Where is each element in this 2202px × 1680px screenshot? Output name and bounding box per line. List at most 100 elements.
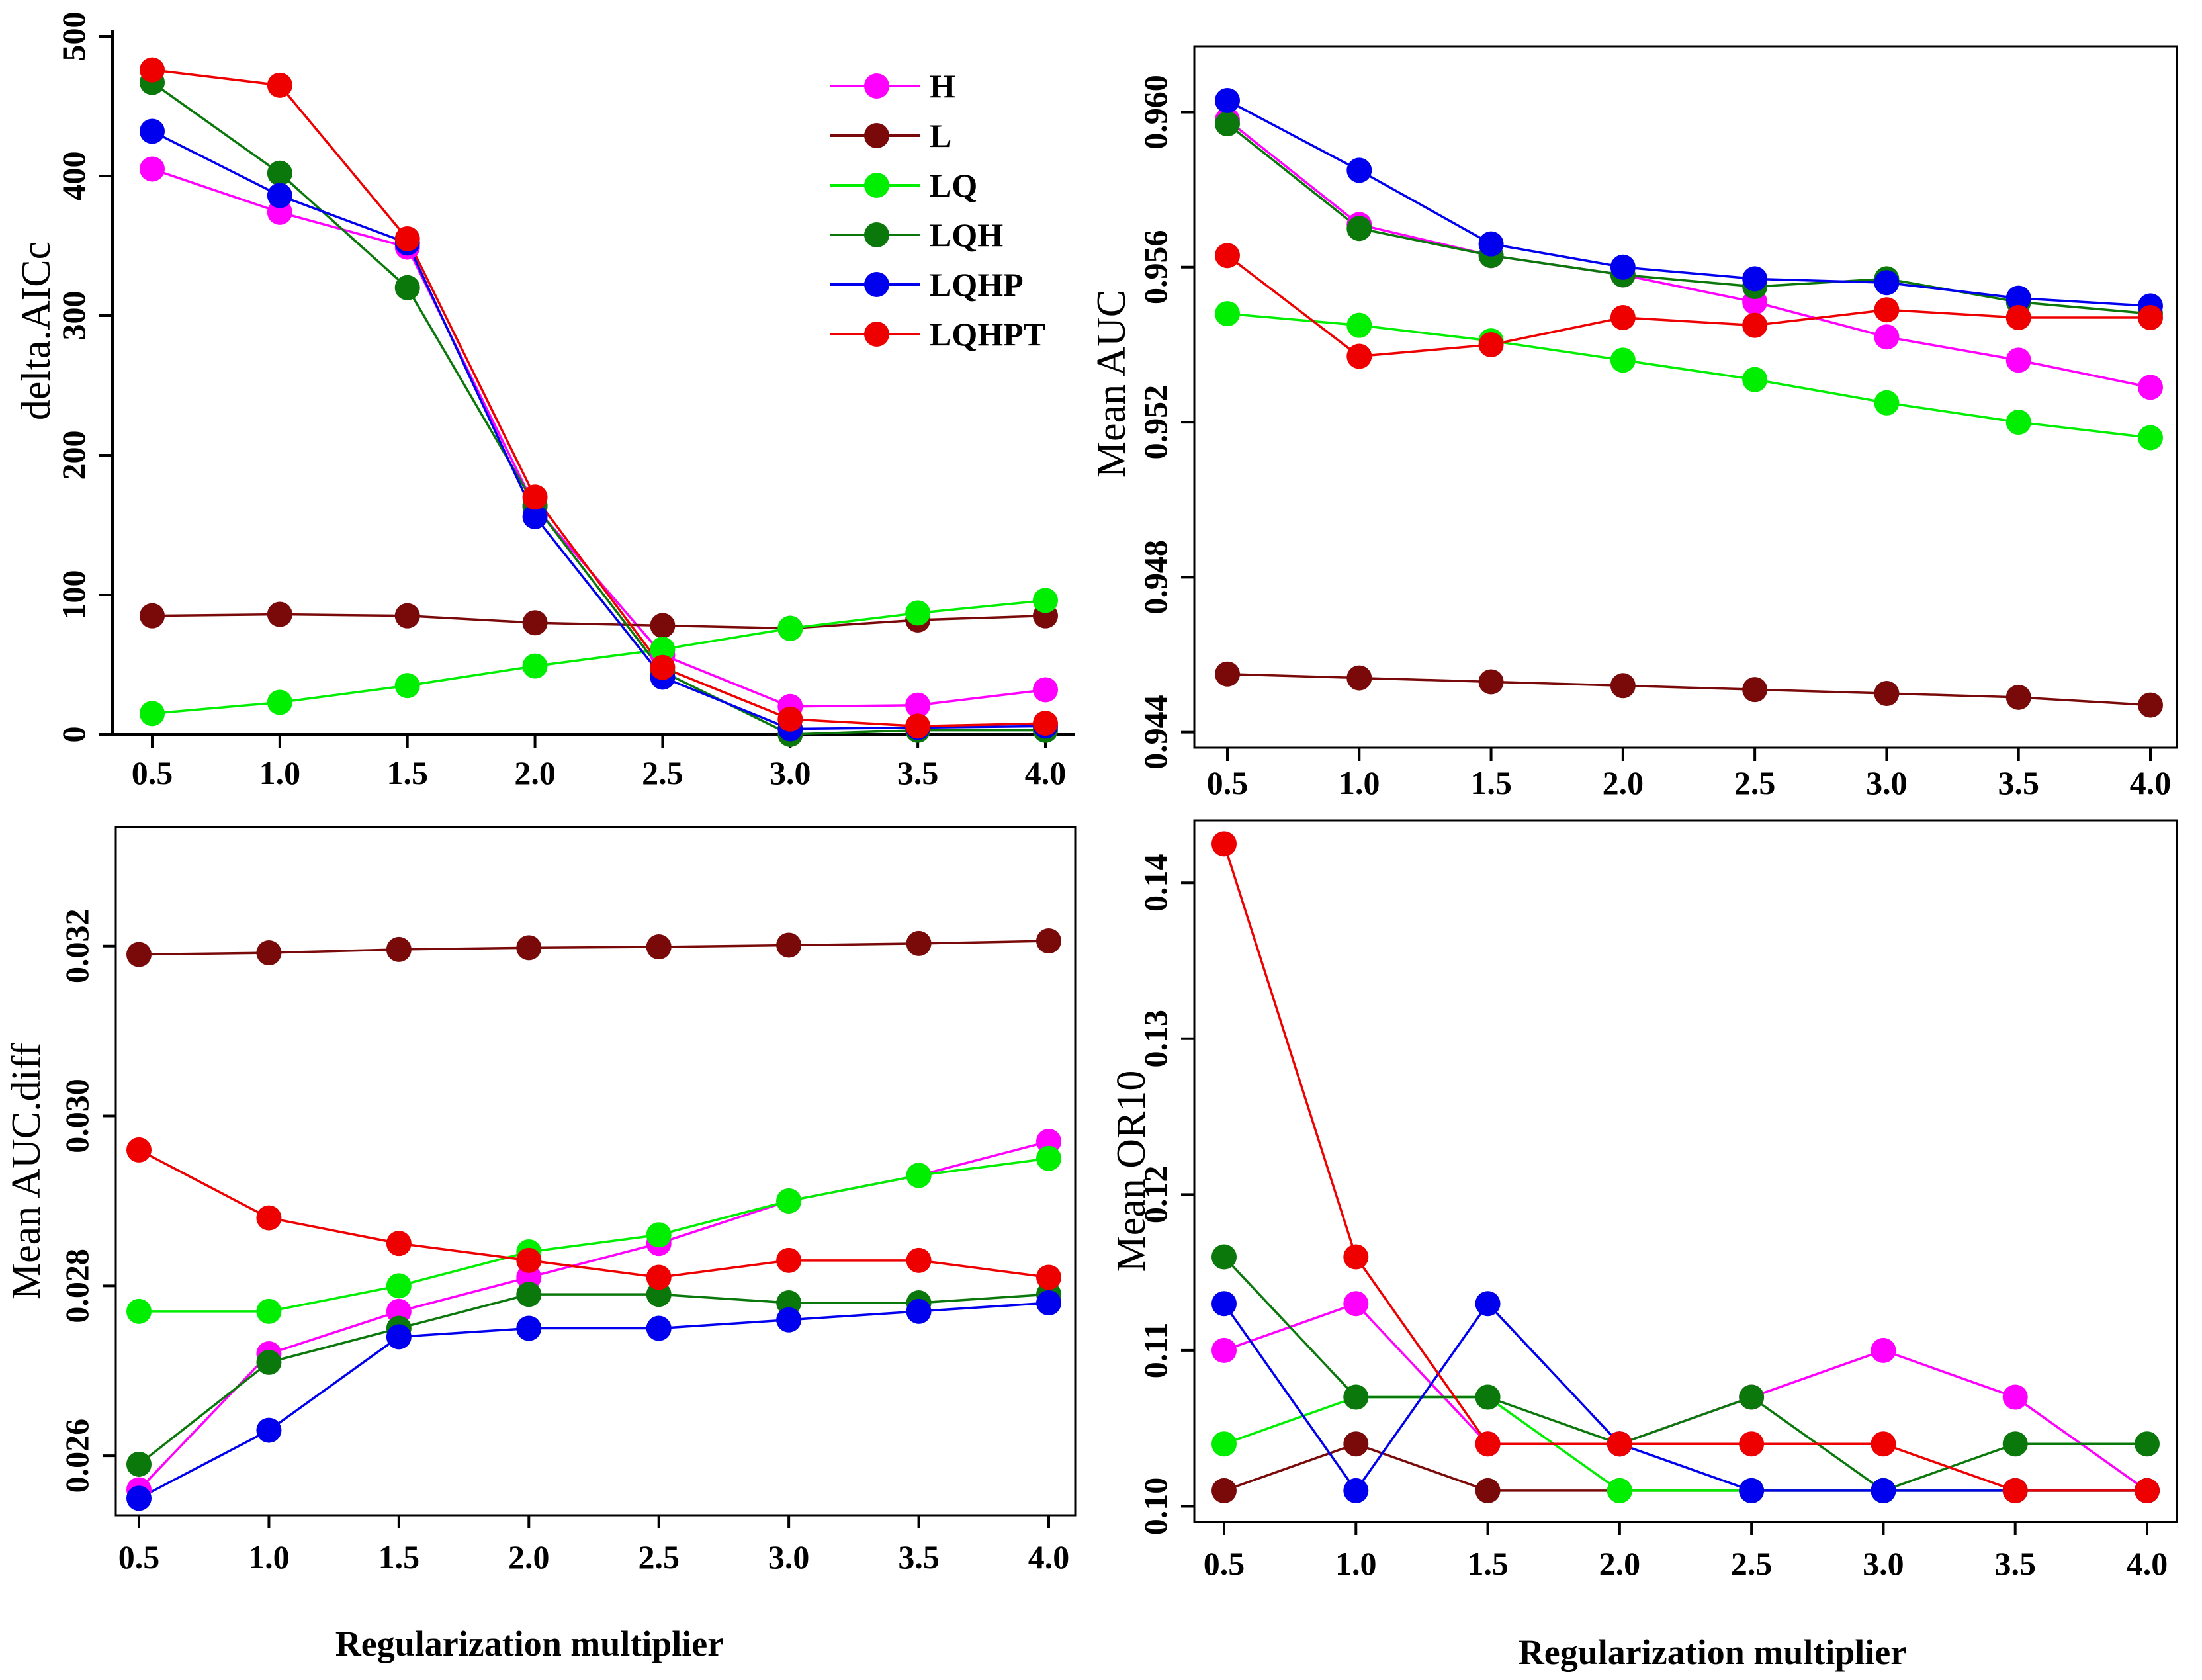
legend-marker-h (864, 73, 889, 99)
series-line-l (1227, 672, 2151, 707)
data-point-lqhpt (2005, 304, 2031, 330)
legend-marker-lqhpt (864, 322, 889, 347)
y-axis-title: Mean AUC (1089, 290, 1134, 478)
series-line-lqh (151, 81, 1045, 736)
data-point-lq (140, 701, 165, 727)
series-line-lqhp (1227, 99, 2151, 308)
data-point-lqhpt (394, 226, 420, 251)
data-point-lqhpt (1343, 1244, 1369, 1270)
x-tick-label: 1.0 (259, 754, 301, 791)
y-tick-label: 0.12 (1137, 1166, 1174, 1224)
data-point-lqh (2135, 1431, 2160, 1457)
data-point-lq (1215, 301, 1240, 327)
y-tick-label: 0.030 (58, 1079, 95, 1153)
x-tick-label: 1.5 (378, 1538, 420, 1575)
data-point-lqh (1215, 111, 1240, 137)
data-point-lqhpt (1478, 332, 1504, 357)
y-tick-label: 0.956 (1137, 230, 1174, 305)
data-point-h (1871, 1337, 1896, 1363)
x-tick-label: 4.0 (1028, 1538, 1070, 1575)
data-point-lq (394, 673, 420, 699)
data-point-lqhp (267, 183, 292, 208)
x-tick-label: 2.5 (642, 754, 683, 791)
data-point-lqhpt (1346, 343, 1372, 369)
data-point-lqhp (256, 1417, 282, 1443)
x-tick-label: 2.0 (508, 1538, 550, 1575)
data-point-h (2002, 1384, 2028, 1410)
x-tick-label: 3.5 (897, 754, 939, 791)
data-point-l (1346, 665, 1372, 691)
series-line-l (152, 613, 1046, 630)
data-point-lqhpt (1742, 312, 1768, 338)
data-point-lq (256, 1298, 282, 1324)
y-tick-label: 100 (55, 570, 92, 620)
y-tick-label: 0.13 (1137, 1010, 1174, 1068)
x-tick-label: 3.5 (1994, 1545, 2036, 1582)
data-point-lq (522, 653, 548, 679)
data-point-lqhpt (2135, 1478, 2160, 1503)
data-point-l (126, 942, 152, 967)
data-point-lq (646, 1222, 672, 1248)
y-tick-label: 0.14 (1137, 854, 1174, 912)
data-point-lqhp (1036, 1290, 1061, 1316)
y-tick-label: 0.026 (58, 1419, 95, 1493)
x-tick-label: 1.5 (1470, 764, 1512, 801)
data-point-lqhp (386, 1324, 412, 1350)
data-point-lqh (2002, 1431, 2028, 1457)
data-point-lqhp (1478, 231, 1504, 257)
series-line-lqh (1226, 122, 2151, 315)
series-line-lqhp (1223, 1302, 2147, 1493)
data-point-l (394, 603, 420, 629)
x-tick-label: 1.0 (248, 1538, 290, 1575)
data-point-lq (1610, 347, 1636, 373)
data-point-lqhp (140, 118, 165, 144)
data-point-h (905, 692, 931, 718)
data-point-h (1343, 1291, 1369, 1317)
y-axis-title: delta.AICc (14, 242, 59, 420)
legend-label-lq: LQ (930, 167, 977, 204)
data-point-lqhpt (646, 1264, 672, 1290)
data-point-lqhpt (386, 1231, 412, 1257)
x-tick-label: 3.0 (770, 754, 811, 791)
data-point-lq (905, 600, 931, 626)
x-tick-label: 0.5 (118, 1538, 160, 1575)
data-point-h (140, 156, 165, 182)
plot-frame (1193, 45, 2178, 749)
x-tick-label: 3.0 (1863, 1545, 1904, 1582)
data-point-lqh (256, 1349, 282, 1375)
delta-aicc-chart: 0.5 1.0 1.5 2.0 2.5 3.0 3.5 4.0 0 100 200 300 400 500… (14, 12, 1075, 791)
data-point-lqhp (1211, 1291, 1237, 1317)
legend-marker-lq (864, 173, 889, 198)
y-tick-label: 0.960 (1137, 75, 1174, 150)
data-point-lqhpt (1036, 1264, 1061, 1290)
data-point-lq (126, 1298, 152, 1324)
data-point-l (1742, 677, 1768, 703)
data-point-lqhp (126, 1485, 152, 1511)
x-tick-label: 0.5 (1204, 1545, 1245, 1582)
y-tick-label: 500 (55, 12, 92, 62)
data-point-l (522, 610, 548, 636)
y-tick-label: 0.032 (58, 909, 95, 984)
data-point-l (1211, 1478, 1237, 1503)
data-point-h (2138, 375, 2163, 400)
data-point-lqhp (1742, 266, 1768, 292)
series-line-lqhp (152, 130, 1046, 730)
data-point-lq (1742, 367, 1768, 392)
data-point-l (1874, 681, 1900, 707)
y-tick-label: 0.952 (1137, 385, 1174, 460)
legend-label-lqh: LQH (930, 216, 1003, 253)
data-point-lqh (1739, 1384, 1765, 1410)
data-point-lq (1874, 390, 1900, 416)
data-point-lqhpt (650, 654, 676, 680)
data-point-lq (386, 1273, 412, 1299)
data-point-lqhp (1874, 270, 1900, 296)
data-point-lq (1033, 588, 1058, 613)
series-line-lq (152, 599, 1046, 715)
x-tick-label: 2.0 (514, 754, 556, 791)
data-point-lqhpt (776, 1247, 802, 1273)
legend: HL LQ LQH LQHP LQHPT (830, 67, 1045, 353)
data-point-lq (1211, 1431, 1237, 1457)
data-point-lq (650, 637, 676, 662)
data-point-lqhp (1346, 157, 1372, 183)
data-point-lqhp (522, 504, 548, 529)
